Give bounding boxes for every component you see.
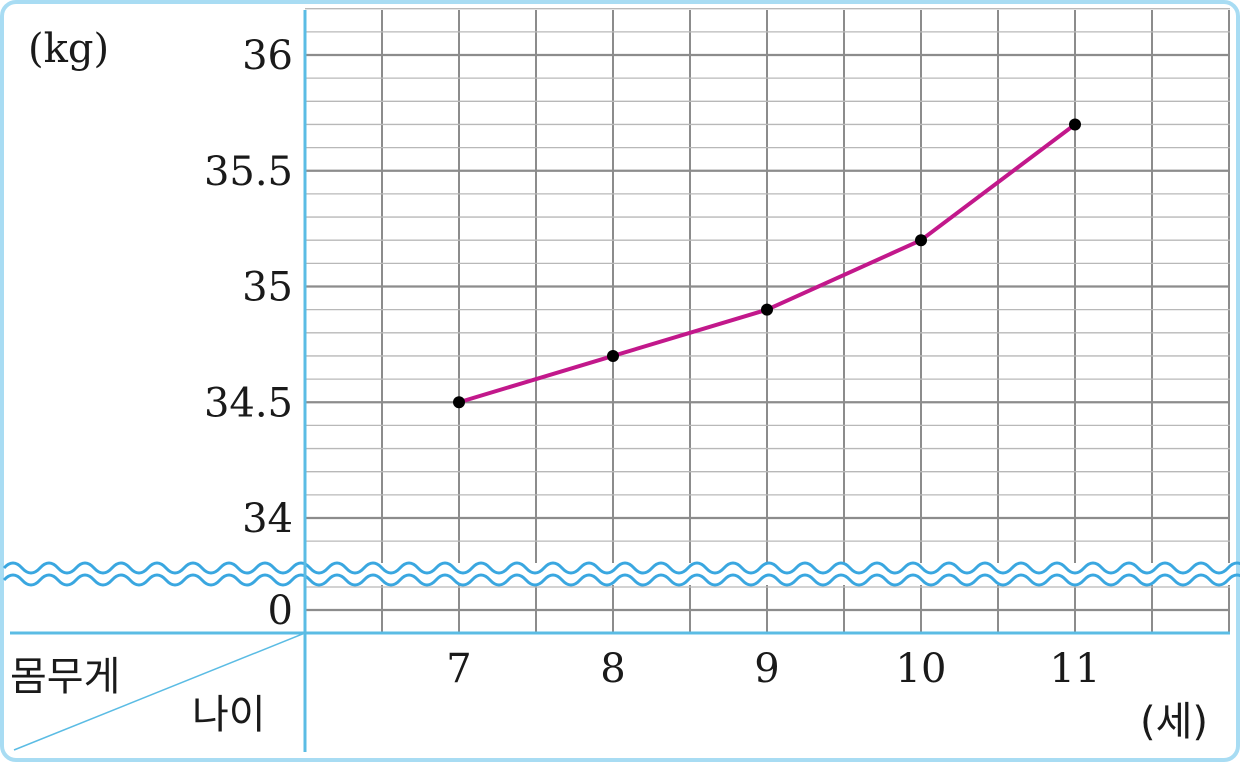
data-point: [607, 349, 619, 362]
data-point: [453, 396, 465, 409]
header-diagonal: [13, 632, 306, 751]
y-tick-label: 35.5: [204, 149, 293, 195]
axes: [10, 10, 1230, 752]
y-tick-label: 34: [242, 496, 293, 542]
axis-break-wave-upper: [2, 561, 1240, 575]
tick-labels: 36 35.5 35 34.5 34 0 7 8 9 10 11: [204, 33, 1101, 692]
axis-break-wave-lower: [2, 573, 1240, 587]
data-point: [761, 303, 773, 316]
x-unit-label: (세): [1140, 699, 1208, 745]
grid: [305, 8, 1230, 633]
y-tick-label-zero: 0: [268, 588, 293, 634]
y-tick-label: 35: [242, 265, 293, 311]
axis-break: [2, 561, 1240, 587]
x-tick-label: 9: [754, 646, 779, 692]
y-tick-label: 36: [242, 33, 293, 79]
x-tick-label: 8: [600, 646, 625, 692]
x-tick-label: 7: [446, 646, 471, 692]
x-tick-label: 10: [896, 646, 947, 692]
x-tick-label: 11: [1050, 646, 1101, 692]
y-tick-label: 34.5: [204, 380, 293, 426]
series: [453, 118, 1081, 409]
y-unit-label: (kg): [28, 26, 109, 72]
data-point: [915, 234, 927, 247]
header-col-label: 나이: [192, 692, 266, 738]
data-point: [1069, 118, 1081, 131]
header-row-label: 몸무게: [10, 654, 120, 700]
labels: (kg) 몸무게 나이 (세): [10, 26, 1208, 745]
